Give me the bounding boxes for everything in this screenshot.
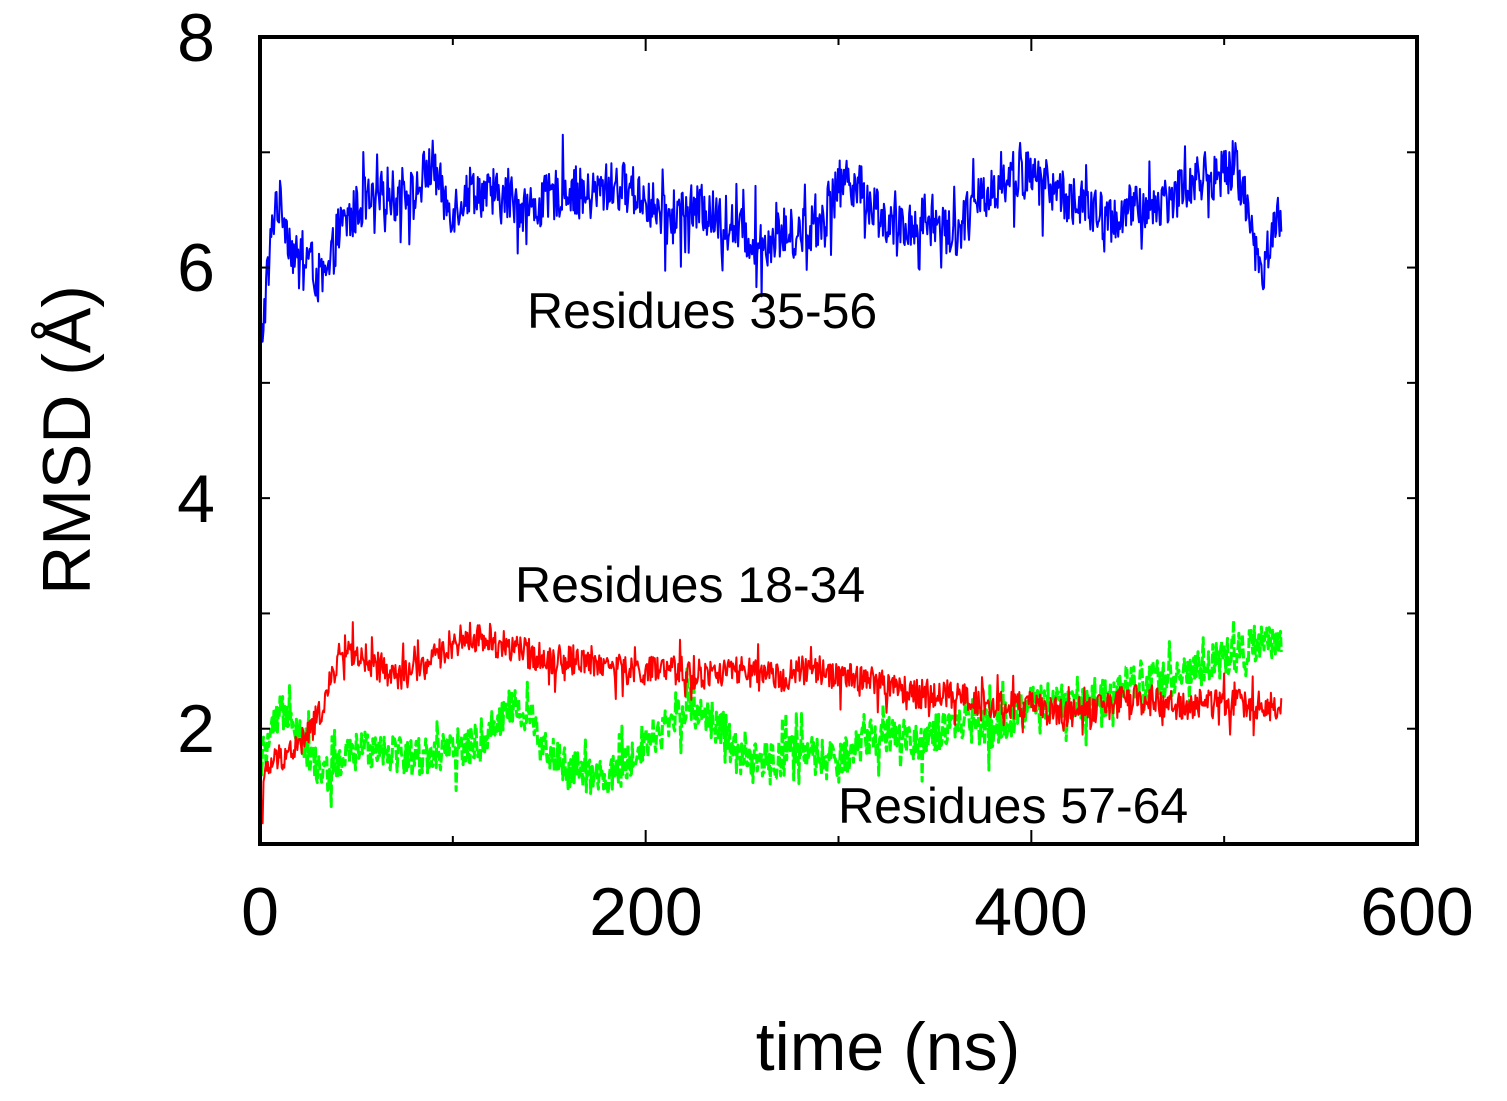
x-axis-title: time (ns) (756, 1009, 1020, 1085)
series-line-residues-18-34 (259, 621, 1283, 825)
y-tick-label-8: 8 (177, 0, 215, 76)
x-tick-label-400: 400 (974, 874, 1087, 950)
y-tick-label-4: 4 (177, 461, 215, 537)
x-tick-label-600: 600 (1360, 874, 1473, 950)
series-line-residues-57-64 (258, 618, 1283, 808)
series-line-residues-35-56 (259, 133, 1283, 349)
y-tick-label-2: 2 (177, 691, 215, 767)
y-tick-label-6: 6 (177, 230, 215, 306)
series-label-57-64: Residues 57-64 (838, 778, 1188, 834)
series-layer (258, 133, 1283, 825)
series-label-18-34: Residues 18-34 (515, 557, 865, 613)
tick-layer (259, 36, 1418, 845)
x-tick-label-200: 200 (589, 874, 702, 950)
y-axis-title: RMSD (Å) (29, 285, 105, 595)
x-tick-label-0: 0 (241, 874, 279, 950)
series-label-35-56: Residues 35-56 (527, 283, 877, 339)
